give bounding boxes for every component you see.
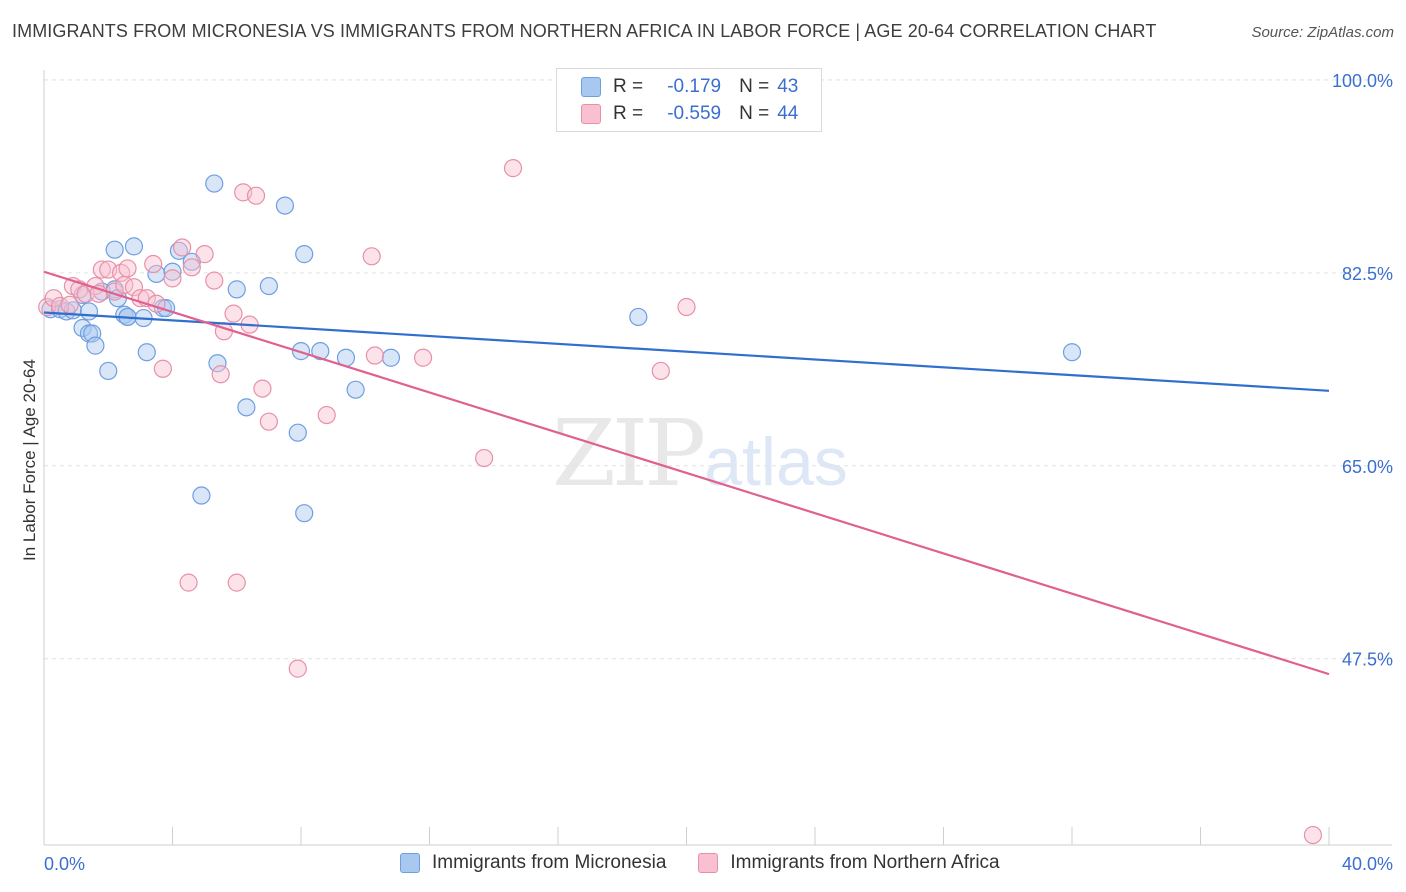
trend-line-northern-africa (43, 270, 1330, 676)
point-northern-africa (677, 297, 696, 317)
legend-item-micronesia: Immigrants from Micronesia (400, 852, 666, 874)
point-northern-africa (259, 412, 278, 431)
point-micronesia (79, 302, 99, 321)
point-micronesia (169, 241, 189, 260)
point-northern-africa (195, 245, 214, 264)
legend-item-northern-africa: Immigrants from Northern Africa (698, 852, 1000, 874)
point-micronesia (124, 237, 144, 256)
y-tick-label: 100.0% (1332, 71, 1393, 91)
x-tick-marks (43, 827, 1330, 845)
point-northern-africa (92, 260, 111, 279)
y-tick-labels: 100.0% 82.5% 65.0% 47.5% (1332, 71, 1393, 670)
point-micronesia (205, 174, 224, 193)
point-northern-africa (1303, 825, 1323, 845)
r-value: -0.179 (667, 76, 722, 97)
point-micronesia (137, 343, 156, 362)
point-micronesia (208, 354, 227, 373)
point-northern-africa (179, 573, 198, 592)
y-tick-label: 82.5% (1342, 264, 1393, 284)
point-northern-africa (182, 258, 201, 277)
legend-row-micronesia: R = -0.179 N = 43 (581, 74, 798, 100)
point-northern-africa (475, 448, 494, 468)
y-tick-label: 65.0% (1342, 457, 1393, 477)
legend-swatch-micronesia (400, 853, 420, 873)
point-northern-africa (246, 186, 266, 205)
point-northern-africa (124, 278, 144, 297)
point-northern-africa (362, 247, 381, 266)
x-tick-label: 0.0% (44, 854, 85, 874)
data-points (38, 159, 1323, 845)
n-value: 44 (777, 103, 799, 124)
stats-legend: R = -0.179 N = 43 R = -0.559 N = 44 (556, 68, 822, 132)
point-micronesia (381, 348, 401, 367)
point-micronesia (288, 423, 307, 442)
point-micronesia (115, 305, 134, 324)
legend-swatch-micronesia (581, 77, 601, 97)
point-northern-africa (253, 379, 272, 398)
legend-row-northern-africa: R = -0.559 N = 44 (581, 101, 798, 127)
point-northern-africa (365, 346, 384, 365)
point-micronesia (86, 336, 105, 355)
point-micronesia (1062, 343, 1082, 362)
point-northern-africa (60, 295, 79, 314)
point-northern-africa (288, 659, 307, 678)
point-micronesia (295, 245, 314, 264)
point-northern-africa (413, 348, 433, 367)
grid-lines (44, 79, 1392, 660)
point-micronesia (346, 380, 365, 399)
r-label: R = (613, 103, 644, 124)
point-northern-africa (205, 271, 224, 290)
n-value: 43 (777, 76, 799, 97)
series-legend: Immigrants from Micronesia Immigrants fr… (400, 852, 1032, 874)
point-micronesia (99, 361, 118, 381)
legend-swatch-northern-africa (698, 853, 719, 873)
point-northern-africa (224, 304, 243, 323)
x-tick-label: 40.0% (1342, 854, 1393, 874)
point-micronesia (237, 398, 256, 417)
trend-lines (43, 270, 1330, 676)
point-micronesia (275, 196, 295, 215)
point-northern-africa (118, 259, 137, 278)
point-northern-africa (144, 254, 163, 274)
point-northern-africa (173, 238, 192, 257)
point-micronesia (295, 504, 314, 523)
point-micronesia (105, 240, 124, 259)
point-northern-africa (163, 269, 182, 288)
point-micronesia (259, 276, 278, 296)
chart-title: IMMIGRANTS FROM MICRONESIA VS IMMIGRANTS… (12, 21, 1157, 41)
r-label: R = (613, 76, 644, 97)
point-northern-africa (211, 365, 230, 384)
point-northern-africa (227, 573, 246, 592)
point-micronesia (629, 307, 648, 327)
legend-label-northern-africa: Immigrants from Northern Africa (730, 852, 1000, 873)
point-northern-africa (317, 405, 336, 425)
x-tick-labels: 0.0% 40.0% (44, 854, 1393, 874)
axes (43, 70, 1392, 846)
point-northern-africa (503, 159, 523, 178)
point-northern-africa (651, 361, 670, 381)
r-value: -0.559 (667, 103, 722, 124)
point-micronesia (311, 342, 330, 361)
point-micronesia (192, 486, 211, 505)
point-micronesia (227, 280, 246, 299)
trend-line-micronesia (43, 311, 1330, 392)
point-northern-africa (153, 359, 172, 378)
source-label: Source: ZipAtlas.com (1251, 24, 1394, 41)
n-label: N = (739, 103, 770, 124)
point-micronesia (163, 262, 182, 281)
y-axis-label: In Labor Force | Age 20-64 (20, 359, 39, 561)
legend-label-micronesia: Immigrants from Micronesia (432, 852, 667, 873)
legend-swatch-northern-africa (581, 104, 601, 124)
n-label: N = (739, 76, 770, 97)
y-tick-label: 47.5% (1342, 650, 1393, 670)
